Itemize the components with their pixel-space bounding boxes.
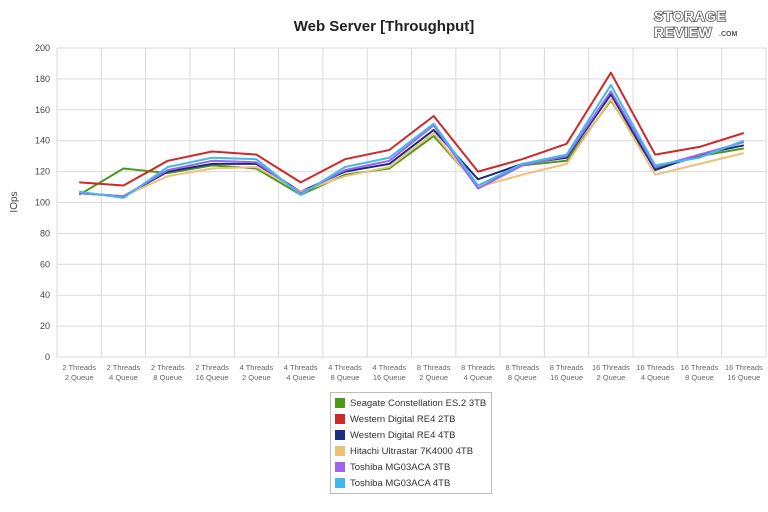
- series-line-0: [78, 99, 744, 196]
- y-tick-labels: 0 20 40 60 80 100 120 140 160 180 200: [35, 43, 50, 362]
- legend-swatch: [335, 462, 345, 472]
- x-tick-label: 2 Threads: [107, 363, 141, 372]
- x-tick-label: 16 Threads: [636, 363, 674, 372]
- x-tick-label: 2 Threads: [62, 363, 96, 372]
- y-tick-label: 40: [40, 290, 50, 300]
- legend-swatch: [335, 430, 345, 440]
- x-tick-label: 2 Queue: [242, 373, 271, 382]
- legend-swatch: [335, 478, 345, 488]
- y-tick-label: 120: [35, 167, 50, 177]
- series-line-2: [79, 93, 745, 198]
- x-tick-label: 4 Threads: [328, 363, 362, 372]
- y-tick-label: 80: [40, 228, 50, 238]
- legend-swatch: [335, 446, 345, 456]
- x-tick-label: 8 Threads: [417, 363, 451, 372]
- x-tick-label: 8 Threads: [505, 363, 539, 372]
- legend-label: Hitachi Ultrastar 7K4000 4TB: [350, 445, 474, 457]
- legend-swatch: [335, 398, 345, 408]
- y-tick-label: 160: [35, 105, 50, 115]
- x-tick-label: 8 Queue: [508, 373, 537, 382]
- x-tick-label: 8 Threads: [550, 363, 584, 372]
- series-line-3: [79, 98, 745, 198]
- y-tick-label: 200: [35, 43, 50, 53]
- x-tick-label: 8 Queue: [331, 373, 360, 382]
- x-tick-label: 8 Threads: [461, 363, 495, 372]
- y-tick-label: 0: [45, 352, 50, 362]
- legend-item[interactable]: Western Digital RE4 2TB: [335, 411, 487, 427]
- storagereview-logo: STORAGE REVIEW .COM: [653, 8, 737, 40]
- logo-line2: REVIEW: [654, 24, 713, 40]
- y-tick-label: 140: [35, 136, 50, 146]
- x-tick-label: 4 Queue: [286, 373, 315, 382]
- legend-label: Western Digital RE4 2TB: [350, 413, 456, 425]
- x-tick-label: 16 Queue: [373, 373, 406, 382]
- series-line-5: [79, 84, 745, 199]
- x-tick-label: 4 Queue: [464, 373, 493, 382]
- x-tick-label: 4 Threads: [284, 363, 318, 372]
- x-tick-label: 16 Queue: [550, 373, 583, 382]
- x-tick-label: 2 Threads: [195, 363, 229, 372]
- legend-item[interactable]: Western Digital RE4 4TB: [335, 427, 487, 443]
- legend-swatch: [335, 414, 345, 424]
- x-tick-label: 16 Threads: [681, 363, 719, 372]
- legend-label: Toshiba MG03ACA 3TB: [350, 461, 451, 473]
- legend-item[interactable]: Toshiba MG03ACA 3TB: [335, 459, 487, 475]
- x-tick-label: 16 Queue: [727, 373, 760, 382]
- x-tick-label: 4 Threads: [240, 363, 274, 372]
- legend-item[interactable]: Seagate Constellation ES.2 3TB: [335, 395, 487, 411]
- x-tick-label: 4 Queue: [109, 373, 138, 382]
- legend-label: Western Digital RE4 4TB: [350, 429, 456, 441]
- legend-item[interactable]: Hitachi Ultrastar 7K4000 4TB: [335, 443, 487, 459]
- x-tick-label: 4 Queue: [641, 373, 670, 382]
- grid-lines: [56, 47, 767, 358]
- y-axis-label: IOps: [9, 191, 20, 212]
- series-line-4: [79, 90, 745, 198]
- x-tick-label: 16 Queue: [196, 373, 229, 382]
- x-tick-label: 2 Queue: [65, 373, 94, 382]
- series-line-1: [79, 71, 745, 187]
- series-lines: [78, 71, 745, 199]
- legend-label: Toshiba MG03ACA 4TB: [350, 477, 451, 489]
- x-tick-label: 16 Threads: [725, 363, 763, 372]
- chart-title: Web Server [Throughput]: [293, 18, 475, 35]
- legend-item[interactable]: Toshiba MG03ACA 4TB: [335, 475, 487, 491]
- x-tick-label: 2 Queue: [419, 373, 448, 382]
- x-tick-label: 8 Queue: [685, 373, 714, 382]
- y-tick-label: 100: [35, 198, 50, 208]
- y-tick-label: 20: [40, 321, 50, 331]
- legend-label: Seagate Constellation ES.2 3TB: [350, 397, 487, 409]
- x-tick-label: 2 Queue: [597, 373, 626, 382]
- x-tick-label: 16 Threads: [592, 363, 630, 372]
- logo-suffix: .COM: [719, 31, 737, 38]
- y-tick-label: 180: [35, 74, 50, 84]
- y-tick-label: 60: [40, 259, 50, 269]
- logo-line1: STORAGE: [654, 8, 726, 24]
- x-tick-label: 8 Queue: [153, 373, 182, 382]
- x-tick-label: 2 Threads: [151, 363, 185, 372]
- legend: Seagate Constellation ES.2 3TB Western Di…: [330, 392, 492, 494]
- x-tick-label: 4 Threads: [373, 363, 407, 372]
